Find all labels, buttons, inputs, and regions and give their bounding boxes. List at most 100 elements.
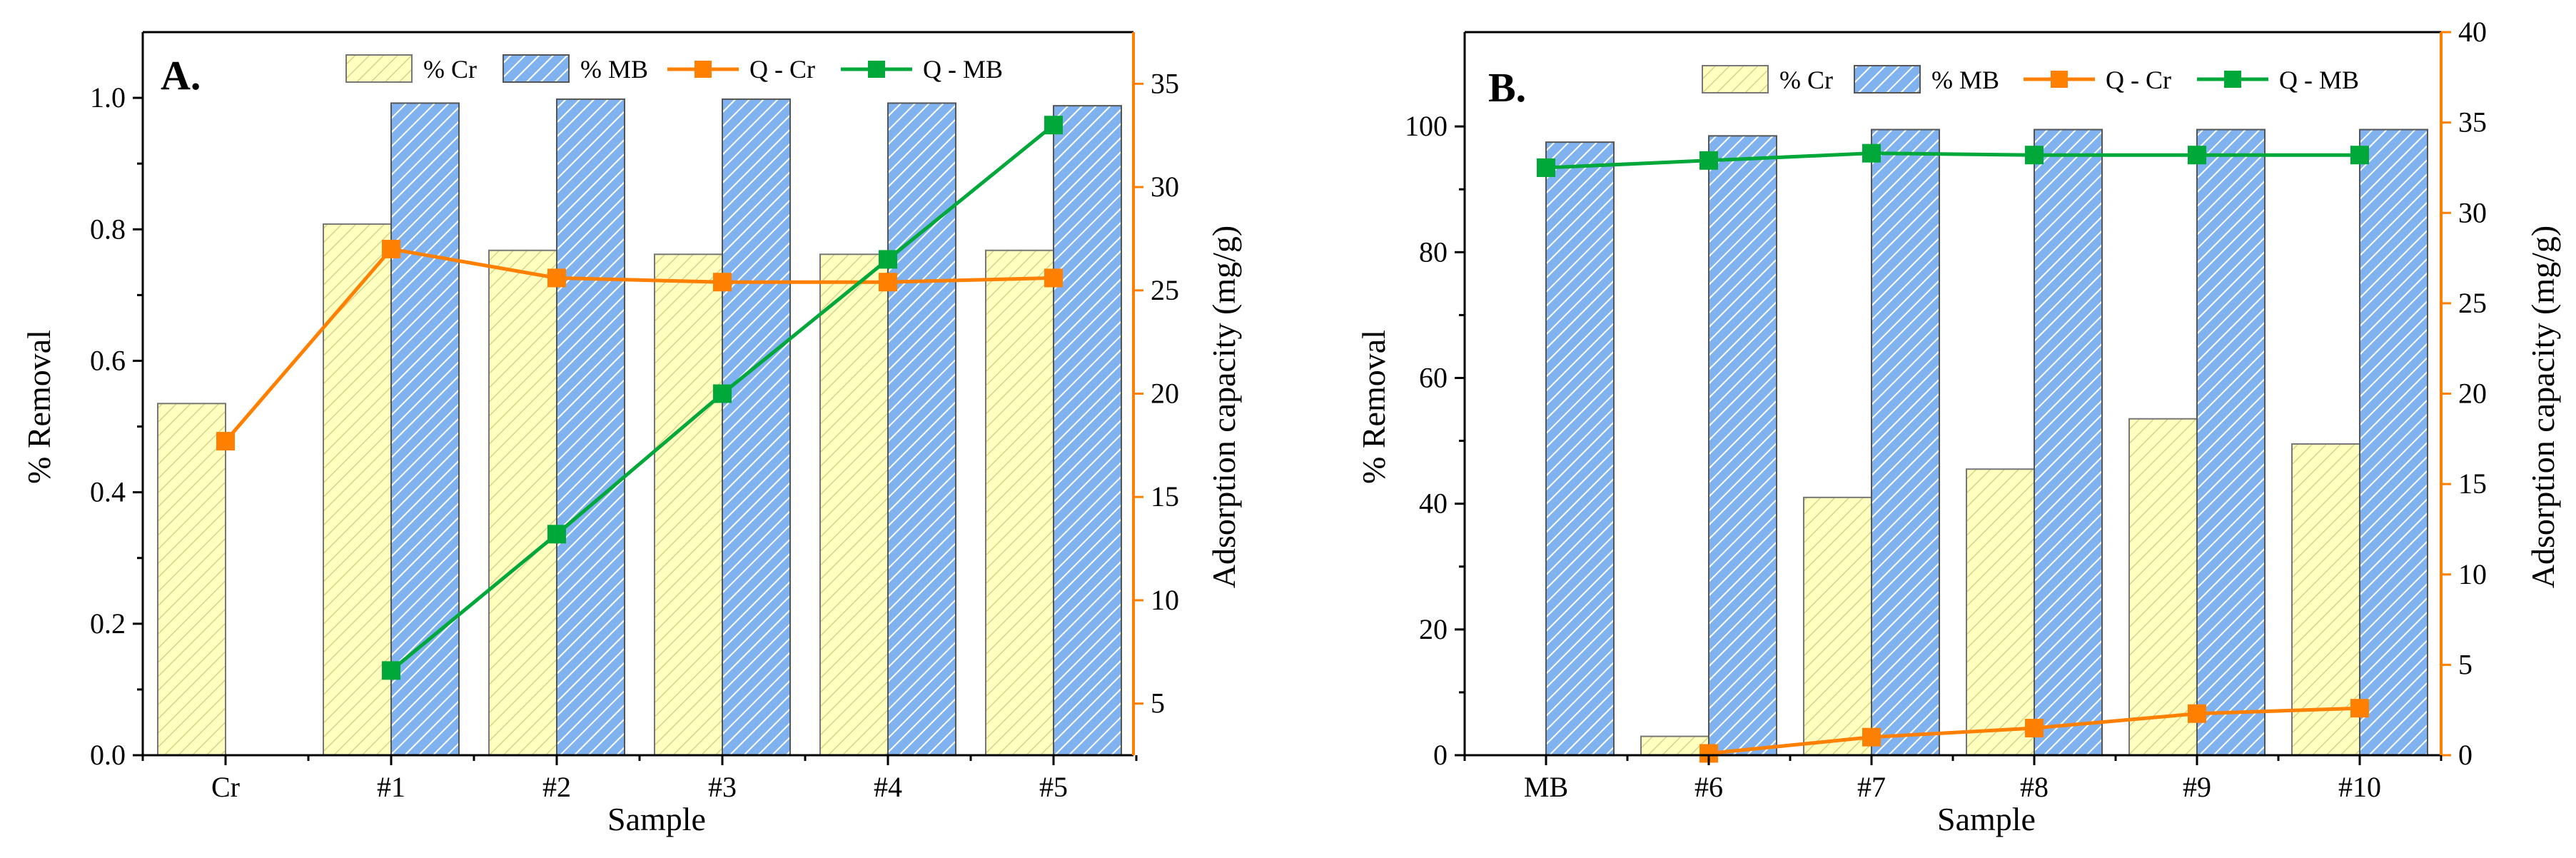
- panel-b-y2tick-label-1: 5: [2458, 648, 2473, 680]
- panel-a-line-qcr: [224, 247, 1054, 443]
- panel-b-bar-cr-5: [2291, 443, 2360, 756]
- panel-a-xtick-label-2: #2: [542, 771, 571, 803]
- panel-a-bar-mb-5: [1053, 105, 1122, 756]
- panel-a-point-qcr-1: [382, 239, 400, 258]
- panel-a-y2tick-label-5: 30: [1151, 171, 1179, 203]
- panel-b-point-qmb-3: [2025, 146, 2044, 165]
- panel-a-ytick-label-1: 0.2: [90, 607, 126, 640]
- panel-a-ytick-label-4: 0.8: [90, 213, 126, 245]
- legend-a-qcr-label: Q - Cr: [749, 55, 815, 84]
- panel-a: 0.0 0.2 0.4 0.6 0.8 1.0 5 10 15 20 25 30 35 Cr #1 #2 #3 #…: [21, 31, 1242, 837]
- legend-a-mb-label: % MB: [580, 55, 648, 84]
- panel-a-point-qcr-4: [879, 273, 897, 292]
- legend-b-qmb-marker: [2224, 71, 2241, 88]
- panel-a-ytick-label-5: 1.0: [90, 81, 126, 113]
- panel-b-point-qmb-1: [1699, 151, 1718, 170]
- panel-b-xtick-label-0: MB: [1524, 771, 1568, 803]
- panel-b-ytick-label-3: 60: [1419, 361, 1448, 393]
- panel-b-y2tick-label-6: 30: [2458, 196, 2487, 228]
- panel-a-point-qmb-3: [713, 384, 732, 403]
- panel-b-bar-mb-0: [1545, 141, 1615, 757]
- panel-a-bar-cr-5: [985, 249, 1054, 756]
- panel-a-point-qcr-3: [713, 273, 732, 292]
- panel-b-y2tick-label-2: 10: [2458, 558, 2487, 590]
- panel-a-bar-mb-1: [390, 102, 460, 756]
- panel-a-y2tick-label-2: 15: [1151, 480, 1179, 513]
- panel-b-point-qcr-3: [2025, 719, 2044, 738]
- panel-a-y-axis-title: % Removal: [21, 330, 57, 484]
- panel-b-ytick-label-1: 20: [1419, 613, 1448, 645]
- panel-a-bar-cr-3: [654, 253, 723, 756]
- panel-b-y2tick-label-4: 20: [2458, 378, 2487, 410]
- panel-a-ytick-label-0: 0.0: [90, 739, 126, 771]
- panel-a-y2-axis-title: Adsorption capacity (mg/g): [1206, 226, 1242, 588]
- legend-b-qcr-marker: [2051, 71, 2068, 88]
- panel-a-y2tick-label-6: 35: [1151, 67, 1179, 99]
- panel-b-point-qmb-5: [2350, 146, 2369, 165]
- legend-b-mb-swatch: [1854, 65, 1921, 94]
- panel-b-bar-mb-5: [2359, 128, 2428, 756]
- panel-b-bar-cr-3: [1966, 468, 2035, 756]
- panel-a-x-axis-title: Sample: [607, 801, 706, 837]
- legend-b-mb-label: % MB: [1931, 66, 1999, 94]
- panel-b-line-qmb: [1545, 151, 2360, 170]
- panel-a-bar-cr-2: [488, 249, 557, 756]
- panel-a-xtick-label-1: #1: [377, 771, 405, 803]
- panel-b-y2tick-label-0: 0: [2458, 739, 2473, 771]
- panel-b-y2tick-label-3: 15: [2458, 468, 2487, 500]
- panel-a-ytick-label-2: 0.4: [90, 476, 126, 508]
- panel-a-point-qmb-5: [1044, 116, 1063, 135]
- panel-a-xtick-label-3: #3: [708, 771, 737, 803]
- panel-a-bar-cr-4: [819, 253, 889, 756]
- panel-b-point-qcr-2: [1862, 727, 1881, 747]
- panel-a-bar-mb-3: [722, 98, 791, 756]
- legend-b-cr-swatch: [1702, 65, 1769, 94]
- panel-a-point-qmb-1: [382, 661, 400, 680]
- legend-a-qcr-marker: [694, 61, 712, 78]
- panel-b-bar-mb-2: [1871, 128, 1940, 756]
- panel-b-bar-cr-4: [2128, 418, 2198, 757]
- legend-a-qmb-marker: [868, 61, 885, 78]
- panel-a-bar-mb-2: [556, 98, 625, 756]
- legend-a-mb-swatch: [502, 54, 570, 83]
- panel-b-point-qmb-2: [1862, 143, 1881, 163]
- panel-b-label: B.: [1488, 64, 1526, 111]
- panel-a-xtick-label-5: #5: [1039, 771, 1068, 803]
- panel-b-bar-cr-2: [1803, 496, 1872, 757]
- panel-a-point-qcr-0: [216, 432, 235, 451]
- panel-b-y2tick-label-8: 40: [2458, 16, 2487, 48]
- panel-b-x-axis-title: Sample: [1937, 801, 2036, 837]
- panel-b-point-qcr-4: [2188, 704, 2206, 723]
- panel-b-xtick-label-5: #10: [2338, 771, 2381, 803]
- panel-a-bar-cr-0: [157, 403, 226, 757]
- panel-b-point-qcr-5: [2350, 699, 2369, 718]
- panel-b: 0 20 40 60 80 100 0 5 10 15 20 25 30 35 40 MB #6 #7 #8 #9 #1…: [1355, 16, 2561, 837]
- panel-b-point-qmb-4: [2188, 146, 2206, 165]
- panel-a-y2tick-label-3: 20: [1151, 378, 1179, 410]
- panel-b-y2-axis-title: Adsorption capacity (mg/g): [2525, 226, 2561, 588]
- panel-a-bar-cr-1: [323, 223, 392, 756]
- panel-b-bar-mb-3: [2034, 128, 2103, 756]
- panel-b-ytick-label-5: 100: [1405, 110, 1448, 142]
- panel-b-ytick-label-0: 0: [1433, 739, 1448, 771]
- panel-b-xtick-label-4: #9: [2183, 771, 2211, 803]
- legend-a-cr-label: % Cr: [423, 55, 477, 84]
- panel-a-point-qmb-4: [879, 250, 897, 269]
- panel-b-bar-cr-1: [1640, 735, 1709, 756]
- legend-a-qmb-label: Q - MB: [923, 55, 1003, 84]
- panel-a-point-qcr-2: [547, 268, 566, 288]
- panel-a-xtick-label-4: #4: [874, 771, 902, 803]
- legend-b-qcr-label: Q - Cr: [2106, 66, 2171, 94]
- panel-b-bar-mb-4: [2196, 128, 2266, 756]
- panel-b-y2tick-label-7: 35: [2458, 106, 2487, 138]
- panel-b-y-axis-title: % Removal: [1355, 330, 1392, 484]
- panel-a-xtick-label-0: Cr: [211, 771, 240, 803]
- panel-a-legend: % Cr % MB Q - Cr Q - MB: [345, 54, 1003, 84]
- panel-a-label: A.: [161, 52, 201, 99]
- panel-b-y2tick-label-5: 25: [2458, 287, 2487, 319]
- panel-a-y2tick-label-0: 5: [1151, 687, 1165, 720]
- panel-b-ytick-label-2: 40: [1419, 488, 1448, 520]
- panel-a-bar-mb-4: [887, 102, 956, 756]
- legend-a-cr-swatch: [345, 54, 413, 83]
